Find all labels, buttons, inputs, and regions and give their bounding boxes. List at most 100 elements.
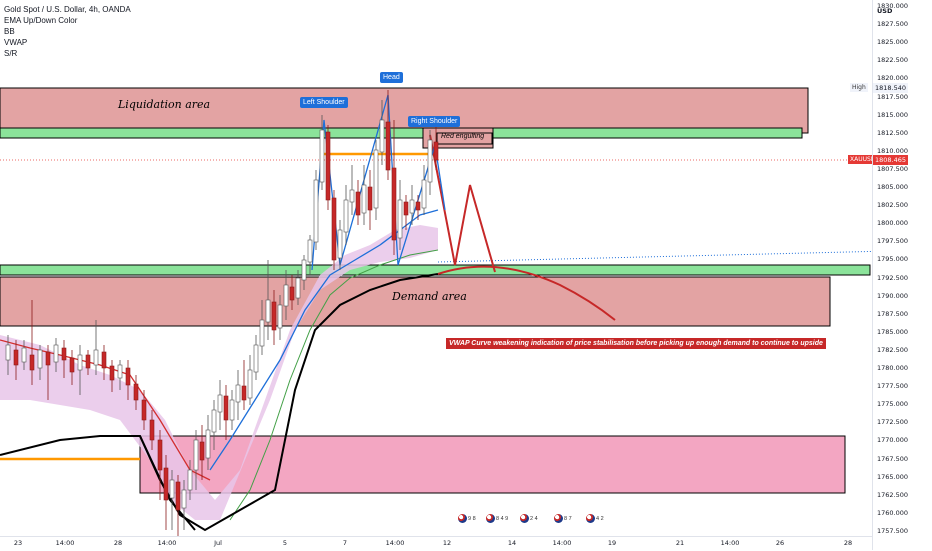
candle-body — [277, 304, 283, 329]
candle-body — [141, 399, 147, 421]
resistance-band[interactable] — [0, 127, 803, 139]
last-price-tag: 1808.465 — [873, 155, 909, 165]
candle-body — [235, 384, 241, 403]
candle-body — [117, 364, 123, 379]
event-flag-5[interactable]: 4 2 — [586, 514, 604, 523]
candle-body — [247, 369, 253, 399]
price-tick-label: 1767.500 — [877, 454, 909, 463]
candle-body — [133, 383, 139, 401]
candle-body — [283, 284, 289, 307]
price-tick-label: 1775.000 — [877, 400, 909, 409]
candle-body — [385, 121, 391, 171]
candle-body — [259, 319, 265, 347]
candle-body — [391, 167, 397, 241]
time-tick-label: Jul — [214, 539, 222, 547]
price-tick-label: 1782.500 — [877, 345, 909, 354]
time-tick-label: 28 — [113, 539, 123, 547]
candle-body — [343, 199, 349, 233]
event-flag-4[interactable]: 8 7 — [554, 514, 572, 523]
candle-body — [93, 349, 99, 366]
time-tick-label: 5 — [282, 539, 288, 547]
ticker-tag: XAUUSD — [848, 155, 872, 164]
us-flag-icon — [586, 514, 595, 523]
indicator-ema[interactable]: EMA Up/Down Color — [4, 16, 78, 25]
indicator-bb[interactable]: BB — [4, 27, 15, 36]
ema-line-red — [0, 339, 211, 481]
candle-body — [61, 347, 67, 361]
price-tick-label: 1815.000 — [877, 110, 909, 119]
candle-body — [313, 179, 319, 243]
us-flag-icon — [554, 514, 563, 523]
candle-body — [223, 395, 229, 421]
price-tick-label: 1790.000 — [877, 291, 909, 300]
time-scale[interactable]: 23 14:00 28 14:00 Jul 5 7 14:00 12 14 14:00 19 21 14:… — [0, 536, 872, 551]
lower-demand-zone[interactable] — [139, 435, 846, 494]
engulfing-box-inner[interactable] — [436, 132, 493, 145]
candle-body — [433, 141, 439, 161]
candle-body — [29, 354, 35, 371]
candle-body — [379, 119, 385, 153]
candle-body — [169, 479, 175, 499]
candle-body — [77, 354, 83, 371]
price-tick-label: 1810.000 — [877, 146, 909, 155]
price-tick-label: 1762.500 — [877, 490, 909, 499]
price-tick-label: 1820.000 — [877, 74, 909, 83]
time-tick-label: 14 — [507, 539, 517, 547]
event-flag-3[interactable]: 2 4 — [520, 514, 538, 523]
candle-body — [337, 229, 343, 259]
candle-body — [149, 419, 155, 441]
candle-body — [125, 367, 131, 386]
candle-body — [403, 201, 409, 216]
candle-body — [307, 239, 313, 263]
price-tick-label: 1792.500 — [877, 273, 909, 282]
candle-body — [301, 259, 307, 281]
time-tick-label: 14:00 — [552, 539, 572, 547]
price-tick-label: 1812.500 — [877, 128, 909, 137]
price-tick-label: 1765.000 — [877, 472, 909, 481]
left-shoulder-callout: Left Shoulder — [300, 97, 348, 108]
demand-zone[interactable] — [0, 276, 831, 327]
liquidation-zone[interactable] — [0, 87, 809, 134]
event-flag-1[interactable]: 9 8 — [458, 514, 476, 523]
symbol-title[interactable]: Gold Spot / U.S. Dollar, 4h, OANDA — [4, 5, 131, 14]
candle-body — [397, 199, 403, 239]
candle-body — [199, 441, 205, 461]
candle-body — [157, 439, 163, 471]
time-tick-label: 28 — [843, 539, 853, 547]
candle-body — [37, 349, 43, 369]
candle-body — [241, 385, 247, 401]
candle-body — [355, 191, 361, 216]
candle-body — [163, 467, 169, 501]
time-tick-label: 26 — [775, 539, 785, 547]
candle-body — [13, 349, 19, 366]
candle-body — [409, 199, 415, 214]
event-flag-2[interactable]: 8 4 9 — [486, 514, 508, 523]
right-shoulder-callout: Right Shoulder — [408, 116, 461, 127]
indicator-vwap[interactable]: VWAP — [4, 38, 28, 47]
currency-label: USD — [877, 7, 893, 15]
candle-body — [289, 286, 295, 301]
bb-lower-green — [229, 249, 439, 521]
vwap-line-2 — [139, 435, 196, 531]
price-chart[interactable] — [0, 0, 872, 536]
candle-body — [319, 129, 325, 183]
candle-body — [45, 351, 51, 366]
time-tick-label: 14:00 — [720, 539, 740, 547]
price-tick-label: 1797.500 — [877, 237, 909, 246]
candle-body — [253, 344, 259, 373]
price-scale[interactable]: USD 1830.000 1827.500 1825.000 1822.500 1820… — [872, 0, 932, 550]
candle-body — [5, 344, 11, 361]
candle-body — [205, 429, 211, 459]
price-tick-label: 1822.500 — [877, 56, 909, 65]
high-tag-chart: High — [850, 83, 868, 92]
candle-body — [229, 399, 235, 421]
candle-body — [349, 189, 355, 203]
candle-body — [265, 299, 271, 323]
price-tick-label: 1795.000 — [877, 255, 909, 264]
chart-area[interactable]: Gold Spot / U.S. Dollar, 4h, OANDA EMA U… — [0, 0, 872, 536]
price-tick-label: 1772.500 — [877, 418, 909, 427]
price-tick-label: 1780.000 — [877, 364, 909, 372]
price-tick-label: 1770.000 — [877, 436, 909, 445]
ema-line-blue — [209, 209, 439, 471]
indicator-sr[interactable]: S/R — [4, 49, 18, 58]
